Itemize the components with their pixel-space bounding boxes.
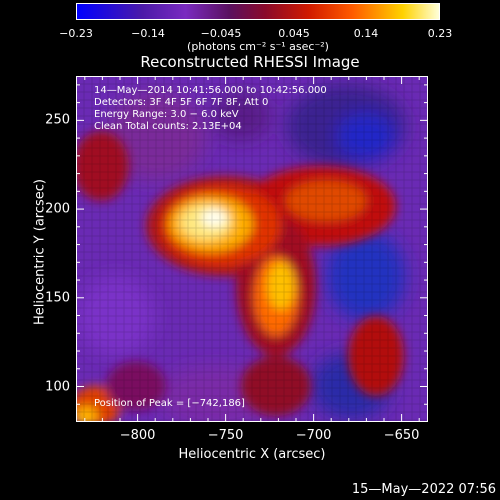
peak-position-annotation: Position of Peak = [−742,186] [94, 398, 245, 409]
total-counts-annotation: Clean Total counts: 2.13E+04 [94, 121, 242, 132]
x-tick-label: −650 [383, 428, 420, 443]
colorbar-unit-label: (photons cm⁻² s⁻¹ asec⁻²) [187, 40, 329, 53]
detectors-annotation: Detectors: 3F 4F 5F 6F 7F 8F, Att 0 [94, 97, 269, 108]
y-tick-label: 200 [45, 201, 70, 217]
y-tick-label: 150 [45, 290, 70, 306]
y-tick-label: 100 [45, 379, 70, 394]
x-tick-label: −700 [295, 428, 332, 443]
colorbar-tick: −0.14 [131, 27, 165, 40]
colorbar [76, 3, 440, 20]
x-tick-label: −800 [119, 428, 156, 443]
heatmap-plot [76, 76, 428, 422]
colorbar-tick: 0.14 [353, 27, 379, 40]
energy-range-annotation: Energy Range: 3.0 − 6.0 keV [94, 109, 239, 120]
chart-title: Reconstructed RHESSI Image [140, 53, 360, 71]
colorbar-tick: 0.045 [278, 27, 310, 40]
colorbar-tick: −0.045 [200, 27, 242, 40]
footer-timestamp: 15—May—2022 07:56 [351, 482, 496, 497]
x-tick-label: −750 [207, 428, 244, 443]
y-axis-label: Heliocentric Y (arcsec) [32, 179, 48, 325]
colorbar-tick: 0.23 [427, 27, 453, 40]
time-range-annotation: 14—May—2014 10:41:56.000 to 10:42:56.000 [94, 85, 327, 96]
x-axis-label: Heliocentric X (arcsec) [178, 447, 326, 462]
y-tick-label: 250 [45, 112, 70, 128]
colorbar-tick: −0.23 [59, 27, 93, 40]
heatmap-image [76, 76, 428, 422]
